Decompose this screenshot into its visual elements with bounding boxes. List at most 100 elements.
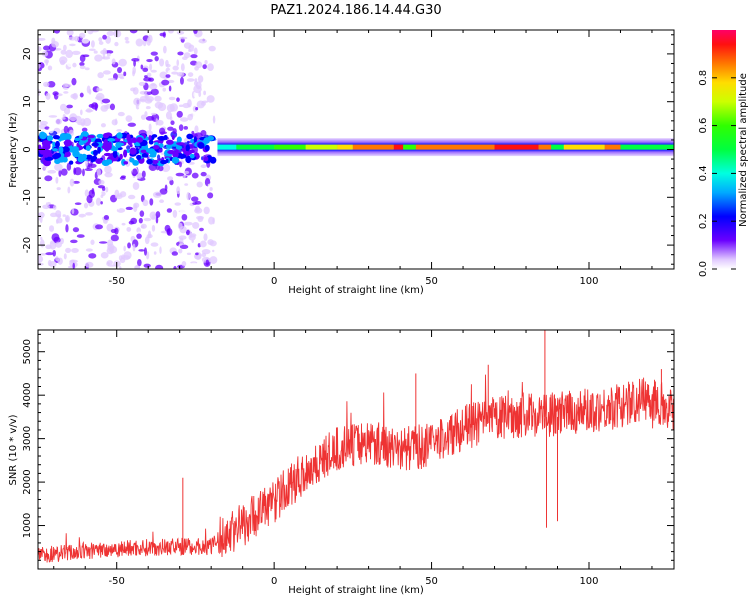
spectrogram-cell xyxy=(185,144,190,152)
spectrogram-cell xyxy=(171,71,179,75)
spectrogram-cell xyxy=(150,242,159,247)
x-tick-label: 0 xyxy=(271,576,277,587)
spectrogram-cell xyxy=(209,256,218,264)
spectrogram-cell xyxy=(176,110,183,118)
spectrogram-cell xyxy=(100,252,109,259)
spectrogram-cell xyxy=(176,186,181,195)
spectrogram-cell xyxy=(126,226,132,232)
spectrogram-cell xyxy=(69,178,75,187)
spectrogram-cell xyxy=(138,104,147,110)
spectrogram-cell xyxy=(110,146,119,152)
spectrogram-cell xyxy=(135,38,144,47)
spectrogram-cell xyxy=(74,137,81,141)
y-tick-label: -10 xyxy=(22,189,33,205)
spectrogram-cell xyxy=(79,65,86,70)
spectrogram-cell xyxy=(143,217,152,222)
spectrogram-cell xyxy=(146,72,152,78)
spectrogram-cell xyxy=(157,46,163,50)
spectrogram-cell xyxy=(168,96,176,101)
spectrogram-band-core xyxy=(393,144,404,150)
colorbar-tick-label: 0.0 xyxy=(698,261,709,277)
spectrogram-cell xyxy=(103,219,108,224)
spectrogram-cell xyxy=(160,159,168,165)
spectrogram-cell xyxy=(101,56,111,60)
spectrogram-cell xyxy=(183,42,192,49)
spectrogram-cell xyxy=(60,49,67,55)
spectrogram-cell xyxy=(183,221,193,226)
spectrogram-cell xyxy=(66,162,72,171)
spectrogram-cell xyxy=(169,116,173,121)
spectrogram-cell xyxy=(97,72,104,79)
spectrogram-cell xyxy=(58,169,62,177)
spectrogram-cell xyxy=(129,157,135,163)
spectrogram-cell xyxy=(96,168,101,177)
spectrogram-cell xyxy=(207,183,216,188)
spectrogram-cell xyxy=(177,51,184,56)
spectrogram-cell xyxy=(188,49,192,53)
spectrogram-cell xyxy=(188,149,195,154)
spectrogram-cell xyxy=(167,176,174,181)
spectrogram-heatmap xyxy=(38,30,674,269)
spectrogram-cell xyxy=(63,253,67,260)
spectrogram-cell xyxy=(152,191,162,198)
spectrogram-cell xyxy=(166,228,173,236)
spectrogram-cell xyxy=(72,262,75,269)
spectrogram-cell xyxy=(209,186,213,191)
spectrogram-cell xyxy=(136,233,142,239)
spectrogram-cell xyxy=(203,233,208,242)
spectrogram-cell xyxy=(132,87,139,95)
spectrogram-cell xyxy=(45,244,52,250)
spectrogram-cell xyxy=(156,119,164,126)
spectrogram-cell xyxy=(150,69,157,73)
spectrogram-cell xyxy=(52,91,59,96)
spectrogram-cell xyxy=(141,170,146,178)
spectrogram-cell xyxy=(127,242,131,249)
spectrogram-cell xyxy=(132,243,136,252)
spectrogram-cell xyxy=(98,37,103,42)
spectrogram-cell xyxy=(86,138,92,144)
spectrogram-cell xyxy=(118,255,123,261)
spectrogram-cell xyxy=(203,206,210,215)
colorbar-ticks: 0.0 0.2 0.4 0.6 0.8 xyxy=(698,70,736,277)
spectrogram-cell xyxy=(149,198,154,206)
spectrogram-cell xyxy=(107,138,116,142)
spectrogram-cell xyxy=(117,111,125,117)
colorbar-tick-label: 0.2 xyxy=(698,213,709,229)
spectrogram-cell xyxy=(91,142,99,147)
spectrogram-cell xyxy=(193,136,198,144)
spectrogram-cell xyxy=(45,59,49,66)
spectrogram-cell xyxy=(71,208,75,215)
spectrogram-cell xyxy=(190,138,195,144)
spectrogram-cell xyxy=(66,30,74,36)
figure-title: PAZ1.2024.186.14.44.G30 xyxy=(270,3,441,18)
spectrogram-cell xyxy=(86,195,93,204)
spectrogram-cell xyxy=(42,204,50,210)
spectrogram-cell xyxy=(72,227,80,233)
spectrogram-cell xyxy=(152,145,160,150)
spectrogram-cell xyxy=(119,76,125,80)
spectrogram-cell xyxy=(123,71,127,77)
spectrogram-cell xyxy=(138,81,146,87)
spectrogram-cell xyxy=(159,58,165,67)
spectrogram-cell xyxy=(43,198,47,205)
spectrogram-cell xyxy=(38,37,46,41)
spectrogram-cell xyxy=(39,239,45,248)
spectrogram-cell xyxy=(79,61,85,67)
spectrogram-cell xyxy=(79,92,84,98)
spectrogram-cell xyxy=(209,156,217,164)
spectrogram-cell xyxy=(104,165,112,174)
spectrogram-cell xyxy=(95,96,103,100)
spectrogram-cell xyxy=(82,216,92,220)
colorbar-tick-label: 0.8 xyxy=(698,70,709,86)
spectrogram-cell xyxy=(203,90,207,96)
spectrogram-cell xyxy=(178,104,184,108)
spectrogram-cell xyxy=(52,249,56,257)
spectrogram-cell xyxy=(135,136,144,143)
spectrogram-cell xyxy=(42,142,51,151)
spectrogram-cell xyxy=(186,78,195,82)
spectrogram-cell xyxy=(155,264,164,269)
spectrogram-cell xyxy=(62,214,67,217)
spectrogram-cell xyxy=(148,123,152,132)
spectrogram-cell xyxy=(88,253,97,259)
